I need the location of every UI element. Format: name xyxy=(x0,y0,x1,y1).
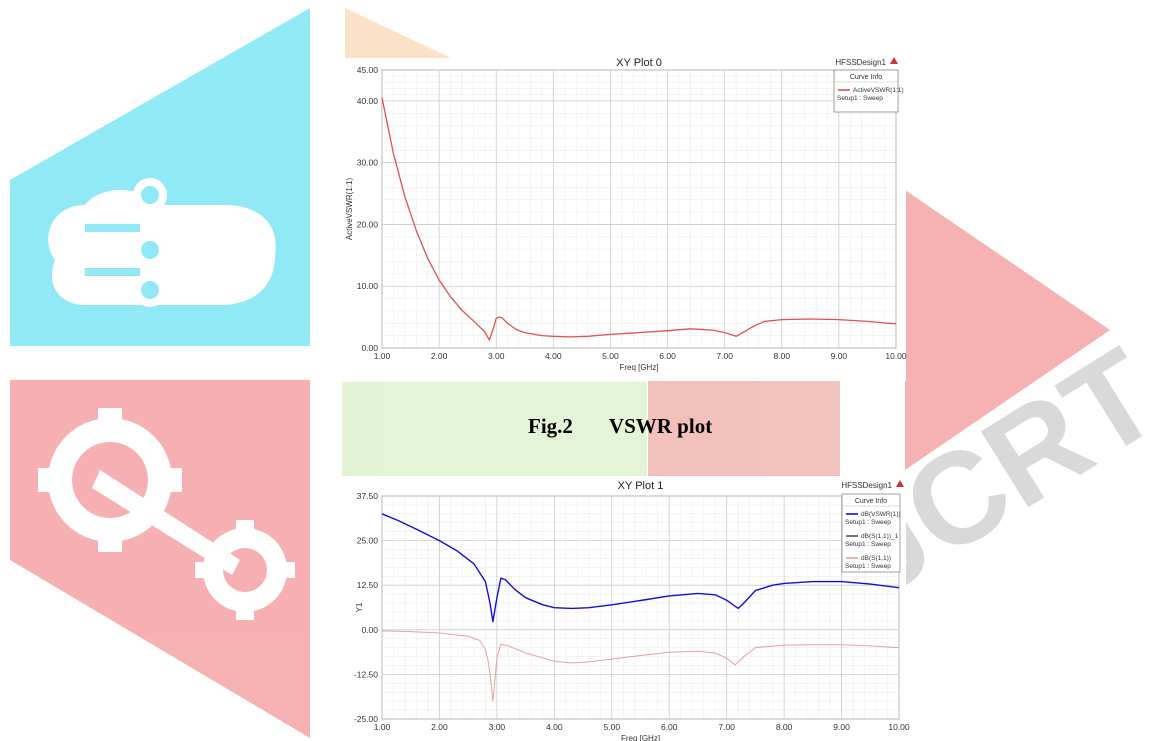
x-tick-label: 6.00 xyxy=(659,351,676,361)
x-tick-label: 7.00 xyxy=(716,351,733,361)
legend-entry-setup: Setup1 : Sweep xyxy=(845,563,891,570)
watermark-orange-panel xyxy=(345,8,455,60)
vswr-chart: XY Plot 0 HFSSDesign1 1.00 2.00 3.00 4.00 5.00… xyxy=(345,57,907,372)
x-tick-label: 3.00 xyxy=(488,351,505,361)
y-tick-label: 30.00 xyxy=(357,158,379,168)
legend-entry-name: dB(S(1,1)) xyxy=(861,555,891,562)
watermark-red-arrow xyxy=(905,190,1110,470)
y-tick-label: 0.00 xyxy=(361,343,378,353)
x-tick-label: 6.00 xyxy=(661,722,678,732)
x-tick-label: 2.00 xyxy=(431,722,448,732)
legend-entry-name: ActiveVSWR(1:1) xyxy=(853,87,904,94)
y-axis-label-2: Y1 xyxy=(355,602,364,612)
chart-title-1: XY Plot 0 xyxy=(616,57,662,69)
y-tick-label: 0.00 xyxy=(361,625,378,635)
x-tick-label: 3.00 xyxy=(489,722,506,732)
plot-area-2 xyxy=(381,495,900,720)
x-tick-label: 1.00 xyxy=(374,351,391,361)
legend-box-2 xyxy=(841,493,901,573)
legend-title-1: Curve Info xyxy=(850,74,882,81)
x-tick-label: 10.00 xyxy=(888,722,910,732)
x-tick-label: 10.00 xyxy=(885,351,907,361)
series-line-2-0 xyxy=(381,513,900,623)
x-tick-label: 4.00 xyxy=(545,351,562,361)
x-tick-label: 5.00 xyxy=(602,351,619,361)
figure-caption: Fig.2 VSWR plot xyxy=(528,414,712,439)
legend-entry-setup: Setup1 : Sweep xyxy=(845,541,891,548)
watermark-green-panel xyxy=(342,382,647,477)
x-tick-label: 5.00 xyxy=(604,722,621,732)
legend-title-2: Curve Info xyxy=(855,498,887,505)
y-tick-label: 45.00 xyxy=(357,65,379,75)
x-axis-label-1: Freq [GHz] xyxy=(619,363,658,372)
x-tick-label: 8.00 xyxy=(776,722,793,732)
design-label-2: HFSSDesign1 xyxy=(841,481,892,490)
db-plot-panel: XY Plot 1 HFSSDesign1 1.00 2.00 3.00 4.00 5.00… xyxy=(340,476,910,741)
chart-title-2: XY Plot 1 xyxy=(618,480,664,492)
figure-number: Fig.2 xyxy=(528,414,573,438)
y-tick-label: -12.50 xyxy=(354,669,378,679)
x-tick-label: 8.00 xyxy=(774,351,791,361)
series-line-2-2 xyxy=(381,630,900,702)
figure-title: VSWR plot xyxy=(608,414,713,438)
y-tick-label: 20.00 xyxy=(357,219,379,229)
x-tick-label: 7.00 xyxy=(718,722,735,732)
legend-box-1 xyxy=(833,69,899,113)
y-tick-label: -25.00 xyxy=(354,714,378,724)
db-chart: XY Plot 1 HFSSDesign1 1.00 2.00 3.00 4.00 5.00… xyxy=(354,480,910,741)
series-line-1-0 xyxy=(381,97,897,341)
gear-logo-icon xyxy=(38,408,295,620)
x-tick-label: 9.00 xyxy=(833,722,850,732)
vswr-plot-panel: XY Plot 0 HFSSDesign1 1.00 2.00 3.00 4.00 5.00… xyxy=(340,57,907,381)
legend-entry-setup: Setup1 : Sweep xyxy=(837,95,883,102)
y-axis-label-1: ActiveVSWR(1:1) xyxy=(345,178,354,241)
x-tick-label: 9.00 xyxy=(831,351,848,361)
x-axis-label-2: Freq [GHz] xyxy=(621,734,660,741)
y-tick-label: 10.00 xyxy=(357,281,379,291)
legend-entry-name: dB(VSWR(1)) xyxy=(861,511,901,518)
x-tick-label: 2.00 xyxy=(431,351,448,361)
circuit-cloud-icon xyxy=(48,178,276,307)
y-tick-label: 12.50 xyxy=(357,580,379,590)
ansys-logo-icon xyxy=(890,57,898,64)
watermark-red-panel xyxy=(648,380,840,476)
x-tick-label: 1.00 xyxy=(374,722,391,732)
y-tick-label: 40.00 xyxy=(357,96,379,106)
legend-entry-name: dB(S(1,1))_1 xyxy=(861,533,899,540)
y-tick-label: 37.50 xyxy=(357,491,379,501)
design-label-1: HFSSDesign1 xyxy=(835,58,886,67)
y-tick-label: 25.00 xyxy=(357,536,379,546)
ansys-logo-icon xyxy=(896,480,904,487)
legend-entry-setup: Setup1 : Sweep xyxy=(845,519,891,526)
x-tick-label: 4.00 xyxy=(546,722,563,732)
